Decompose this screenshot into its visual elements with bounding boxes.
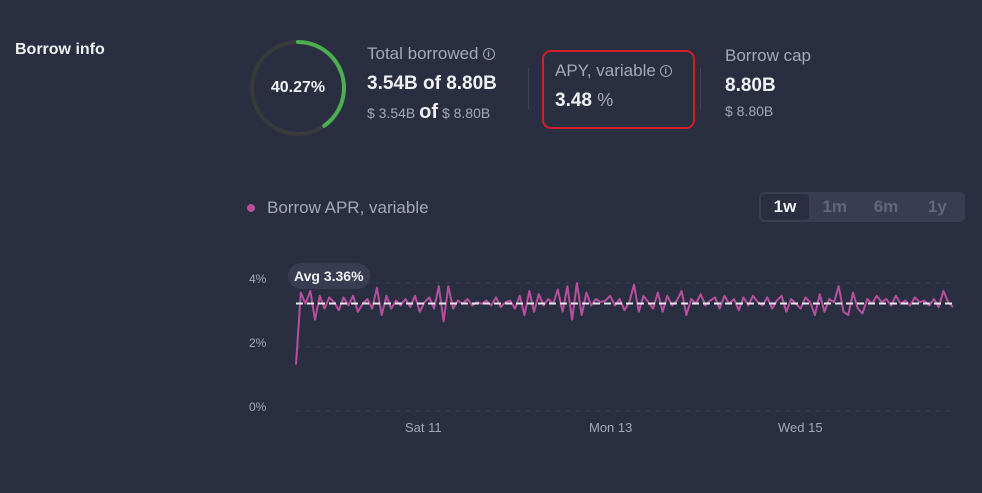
apy-stat: APY, variable i 3.48 % xyxy=(555,61,672,112)
total-borrowed-stat: Total borrowed i 3.54B of 8.80B $ 3.54B … xyxy=(367,44,497,124)
utilization-ring-graphic xyxy=(250,40,346,136)
total-borrowed-label-text: Total borrowed xyxy=(367,44,479,63)
apy-number: 3.48 xyxy=(555,90,592,111)
x-tick-wed-15: Wed 15 xyxy=(778,420,823,435)
borrow-cap-value: 8.80B xyxy=(725,75,776,96)
of-text: of xyxy=(422,73,441,94)
range-1w[interactable]: 1w xyxy=(761,194,809,220)
average-badge: Avg 3.36% xyxy=(288,263,370,289)
apy-value: 3.48 % xyxy=(555,90,672,112)
x-tick-sat-11: Sat 11 xyxy=(405,420,442,435)
legend-dot-icon xyxy=(247,204,255,212)
apy-unit: % xyxy=(597,90,614,110)
x-tick-mon-13: Mon 13 xyxy=(589,420,633,435)
apy-highlight-box xyxy=(542,50,695,129)
of-text: of xyxy=(419,101,439,123)
borrowed-total: 8.80B xyxy=(446,73,497,94)
apy-label: APY, variable i xyxy=(555,61,672,81)
total-borrowed-value: 3.54B of 8.80B xyxy=(367,73,497,95)
y-tick-0: 0% xyxy=(249,400,267,414)
apy-label-text: APY, variable xyxy=(555,61,656,80)
divider xyxy=(700,68,701,110)
time-range-selector: 1w 1m 6m 1y xyxy=(759,192,965,222)
y-tick-2: 2% xyxy=(249,336,267,350)
chart-legend: Borrow APR, variable xyxy=(247,198,429,218)
utilization-percent: 40.27% xyxy=(270,79,326,96)
range-1m[interactable]: 1m xyxy=(822,197,847,216)
section-title: Borrow info xyxy=(15,41,105,58)
borrow-cap-stat: Borrow cap 8.80B $ 8.80B xyxy=(725,46,811,119)
total-borrowed-usd: $ 3.54B of $ 8.80B xyxy=(367,101,497,124)
legend-label: Borrow APR, variable xyxy=(267,198,429,217)
borrowed-amount-usd: $ 3.54B xyxy=(367,105,416,121)
borrowed-amount: 3.54B xyxy=(367,73,418,94)
info-icon[interactable]: i xyxy=(482,48,495,60)
info-icon[interactable]: i xyxy=(659,65,672,77)
y-tick-4: 4% xyxy=(249,272,267,286)
borrowed-total-usd: $ 8.80B xyxy=(441,105,491,121)
borrow-cap-usd: $ 8.80B xyxy=(725,103,774,119)
apr-series-line xyxy=(295,282,954,365)
utilization-ring: 40.27% xyxy=(248,38,348,138)
range-6m[interactable]: 6m xyxy=(873,197,899,216)
range-1y[interactable]: 1y xyxy=(927,197,947,216)
divider xyxy=(528,68,529,110)
total-borrowed-label: Total borrowed i xyxy=(367,44,497,64)
borrow-cap-label: Borrow cap xyxy=(725,46,811,65)
